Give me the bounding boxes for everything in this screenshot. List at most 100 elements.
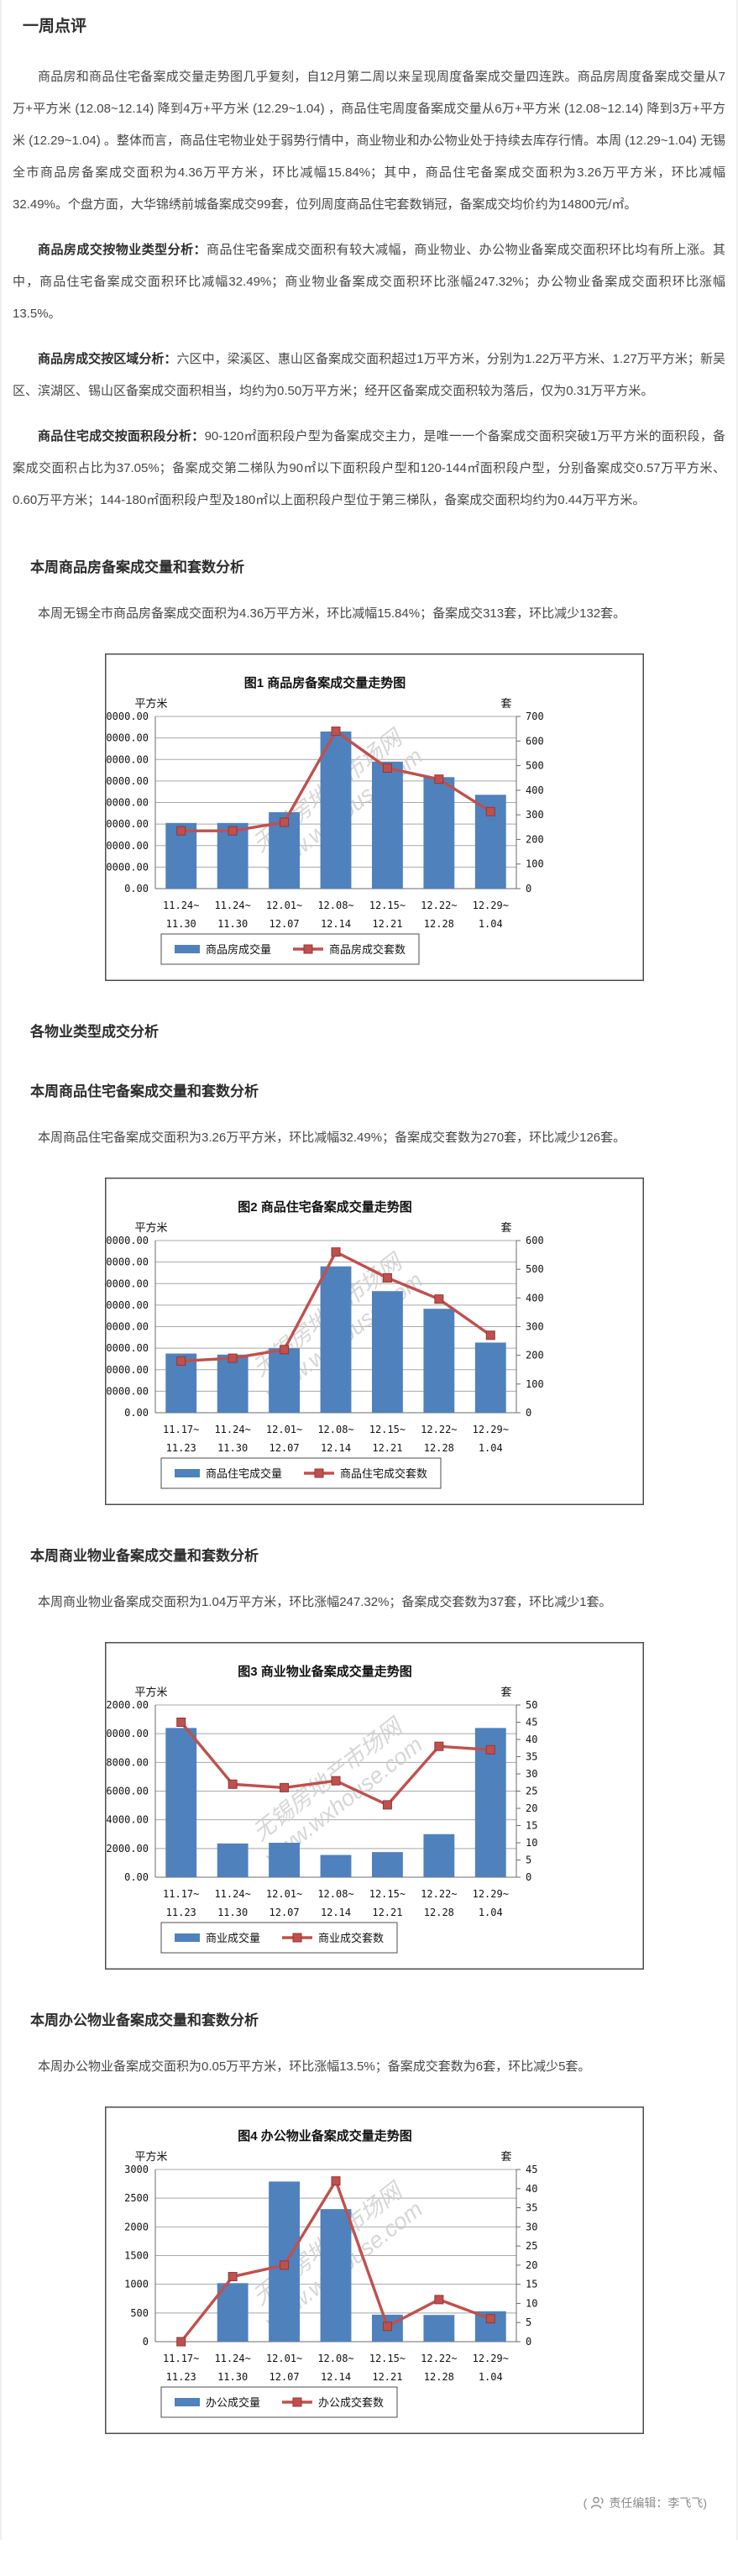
right-tick-label: 300	[526, 809, 544, 821]
chart-border	[105, 2106, 644, 2434]
paragraph-text: 商品住宅备案成交面积有较大减幅，商业物业、办公物业备案成交面积环比均有所上涨。其…	[13, 243, 725, 321]
legend-box	[160, 2386, 398, 2418]
right-tick-label: 0	[526, 1407, 531, 1419]
x-tick-label: 11.23	[166, 2371, 196, 2383]
right-tick-label: 5	[526, 1855, 531, 1866]
x-tick-label: 12.21	[372, 918, 402, 930]
bar	[423, 2315, 455, 2342]
right-axis-unit: 套	[500, 697, 511, 710]
x-tick-label: 12.14	[321, 1907, 351, 1918]
right-tick-label: 25	[526, 1786, 537, 1797]
analysis-paragraph-property-type: 商品房成交按物业类型分析：商品住宅备案成交面积有较大减幅，商业物业、办公物业备案…	[13, 234, 725, 330]
left-tick-label: 8000.00	[106, 1756, 149, 1768]
section-paragraph-office: 本周办公物业备案成交面积为0.05万平方米，环比涨幅13.5%；备案成交套数为6…	[38, 2059, 591, 2074]
legend-box	[160, 1922, 398, 1954]
left-tick-label: 80000.00	[105, 711, 149, 722]
x-tick-label: 12.14	[321, 1442, 351, 1454]
right-tick-label: 30	[526, 1768, 537, 1780]
x-tick-label: 12.07	[270, 1442, 300, 1454]
left-tick-label: 500	[130, 2307, 149, 2319]
x-tick-label: 12.22~	[421, 2353, 457, 2364]
x-tick-label: 12.01~	[266, 1424, 302, 1435]
right-tick-label: 600	[526, 1235, 544, 1246]
legend-label: 商品房成交套数	[329, 943, 406, 956]
x-tick-label: 12.01~	[266, 2353, 302, 2364]
right-tick-label: 30	[526, 2221, 537, 2232]
bar	[372, 1291, 403, 1413]
bar	[423, 777, 455, 889]
left-axis-unit: 平方米	[134, 1221, 167, 1234]
bar	[269, 1843, 300, 1877]
line-marker	[434, 1741, 444, 1751]
section-paragraph-commercial-housing: 本周无锡全市商品房备案成交面积为4.36万平方米，环比减幅15.84%；备案成交…	[38, 606, 626, 621]
x-tick-label: 12.29~	[473, 1424, 509, 1435]
left-tick-label: 80000.00	[105, 1235, 149, 1246]
right-tick-label: 500	[526, 760, 544, 772]
x-tick-label: 12.28	[424, 1442, 454, 1454]
right-tick-label: 300	[526, 1321, 544, 1333]
line-marker	[434, 1294, 444, 1304]
right-axis-unit: 套	[500, 2150, 511, 2163]
x-tick-label: 12.15~	[369, 900, 406, 911]
x-tick-label: 12.14	[321, 918, 351, 930]
section-paragraph-business: 本周商业物业备案成交面积为1.04万平方米，环比涨幅247.32%；备案成交套数…	[38, 1595, 612, 1609]
line-marker	[331, 727, 341, 737]
right-tick-label: 25	[526, 2240, 537, 2252]
x-tick-label: 11.24~	[214, 1424, 250, 1435]
x-tick-label: 11.17~	[163, 1424, 199, 1435]
bar	[320, 731, 352, 889]
legend-label: 商业成交量	[206, 1932, 260, 1944]
page-title: 一周点评	[23, 18, 87, 35]
x-tick-label: 12.21	[372, 1907, 402, 1918]
bar	[217, 1354, 249, 1413]
x-tick-label: 11.30	[166, 918, 196, 930]
x-tick-label: 12.29~	[473, 1888, 509, 1900]
footer-paren-open: (	[583, 2496, 588, 2510]
x-tick-label: 12.22~	[421, 1424, 457, 1435]
legend-label: 商品住宅成交量	[206, 1467, 282, 1480]
left-tick-label: 10000.00	[105, 1728, 149, 1739]
x-tick-label: 12.08~	[317, 2353, 353, 2364]
left-tick-label: 0	[143, 2336, 149, 2348]
footer-paren-close: )	[703, 2496, 707, 2510]
left-tick-label: 3000	[124, 2164, 149, 2175]
x-tick-label: 11.30	[217, 2371, 248, 2383]
legend-label: 商品住宅成交套数	[340, 1467, 427, 1480]
line-marker	[485, 2314, 495, 2324]
left-tick-label: 6000.00	[106, 1786, 149, 1797]
right-tick-label: 200	[526, 1350, 544, 1361]
right-axis-unit: 套	[500, 1686, 511, 1698]
right-tick-label: 10	[526, 2297, 537, 2309]
line-marker	[176, 1718, 186, 1727]
left-tick-label: 1000	[124, 2279, 149, 2290]
x-tick-label: 11.30	[217, 918, 248, 930]
legend-bar-swatch	[175, 945, 200, 953]
x-tick-label: 12.14	[321, 2371, 351, 2383]
right-tick-label: 15	[526, 2279, 537, 2290]
line-marker	[331, 2176, 341, 2186]
report-content: 一周点评 商品房和商品住宅备案成交量走势图几乎复刻，自12月第二周以来呈现周度备…	[0, 13, 738, 2518]
line-marker	[485, 806, 495, 816]
x-tick-label: 12.08~	[317, 900, 353, 911]
footer-editor-label: 责任编辑：李飞飞	[609, 2496, 704, 2510]
line-marker	[280, 1782, 290, 1792]
x-tick-label: 12.28	[424, 2371, 454, 2383]
bar	[320, 1855, 352, 1877]
bar	[372, 761, 403, 889]
bar	[320, 2209, 352, 2342]
x-tick-label: 12.22~	[421, 1888, 457, 1900]
section-heading-commercial-housing: 本周商品房备案成交量和套数分析	[30, 559, 244, 575]
right-tick-label: 20	[526, 1802, 537, 1814]
right-tick-label: 45	[526, 1717, 537, 1729]
right-tick-label: 35	[526, 2202, 537, 2214]
left-tick-label: 60000.00	[105, 753, 149, 765]
x-tick-label: 11.23	[166, 1442, 196, 1454]
section-heading-business: 本周商业物业备案成交量和套数分析	[30, 1548, 259, 1564]
x-tick-label: 12.21	[372, 2371, 402, 2383]
x-tick-label: 12.22~	[421, 900, 457, 911]
x-tick-label: 12.15~	[369, 1888, 406, 1900]
